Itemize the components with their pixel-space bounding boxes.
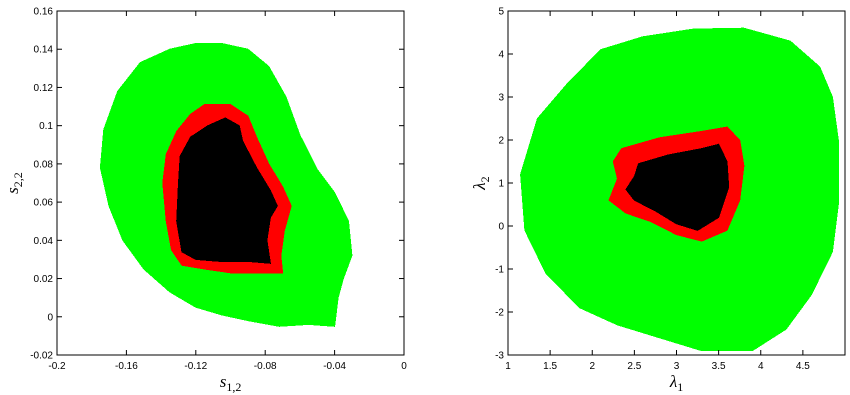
- x-tick-label: 1.5: [543, 361, 557, 372]
- y-tick-label: 0.08: [34, 159, 54, 170]
- y-tick-label: 0.06: [34, 198, 54, 209]
- core-region-black: [625, 143, 730, 231]
- left-chart-panel: -0.2 -0.16 -0.12 -0.08 -0.04 0 -0.02 0 0.02 0.04 0…: [3, 7, 407, 395]
- y-axis-label-subscript: 2: [478, 176, 492, 182]
- axes-frame: [56, 10, 405, 356]
- y-tick-label: 0.12: [34, 83, 54, 94]
- y-axis-label-subscript: 2,2: [11, 172, 25, 187]
- x-axis-label-subscript: 1,2: [226, 380, 241, 394]
- y-tick-label: 0.02: [34, 274, 54, 285]
- y-tick-label: -1: [495, 265, 504, 276]
- region-layer: [520, 27, 839, 352]
- y-tick-label: 0.14: [34, 45, 54, 56]
- y-tick-label: 0.04: [34, 236, 54, 247]
- x-tick-label: 1: [505, 361, 511, 372]
- x-axis-label-subscript: 1: [677, 380, 683, 394]
- x-tick-label: -0.08: [254, 361, 277, 372]
- y-tick-label: 2: [498, 136, 504, 147]
- y-axis-label: s2,2: [3, 172, 25, 194]
- x-tick-label: -0.16: [115, 361, 138, 372]
- y-tick-label: -2: [495, 308, 504, 319]
- y-axis-label: λ2: [470, 176, 492, 190]
- y-tick-label: 3: [498, 93, 504, 104]
- x-tick-label: 4.5: [796, 361, 810, 372]
- x-tick-label: -0.2: [48, 361, 66, 372]
- y-tick-label: 5: [498, 7, 504, 18]
- y-tick-label: -3: [495, 351, 504, 362]
- x-tick-label: 3.5: [712, 361, 726, 372]
- x-tick-label: 4: [758, 361, 764, 372]
- x-tick-label: 3: [674, 361, 680, 372]
- y-tick-label: 0: [47, 312, 53, 323]
- core-region-black: [176, 117, 278, 264]
- y-tick-label: 0.16: [34, 7, 54, 18]
- y-tick-label: 0.1: [39, 121, 53, 132]
- x-tick-label: 2: [589, 361, 595, 372]
- x-tick-label: -0.12: [184, 361, 207, 372]
- y-tick-label: 0: [498, 222, 504, 233]
- y-tick-label: -0.02: [30, 351, 53, 362]
- x-axis-label: λ1: [669, 372, 683, 394]
- x-tick-label: -0.04: [323, 361, 346, 372]
- y-tick-label: 4: [498, 50, 504, 61]
- x-tick-label: 0: [401, 361, 407, 372]
- x-axis-label: s1,2: [220, 372, 242, 394]
- y-tick-label: 1: [498, 179, 504, 190]
- region-layer: [99, 43, 353, 327]
- x-tick-label: 2.5: [627, 361, 641, 372]
